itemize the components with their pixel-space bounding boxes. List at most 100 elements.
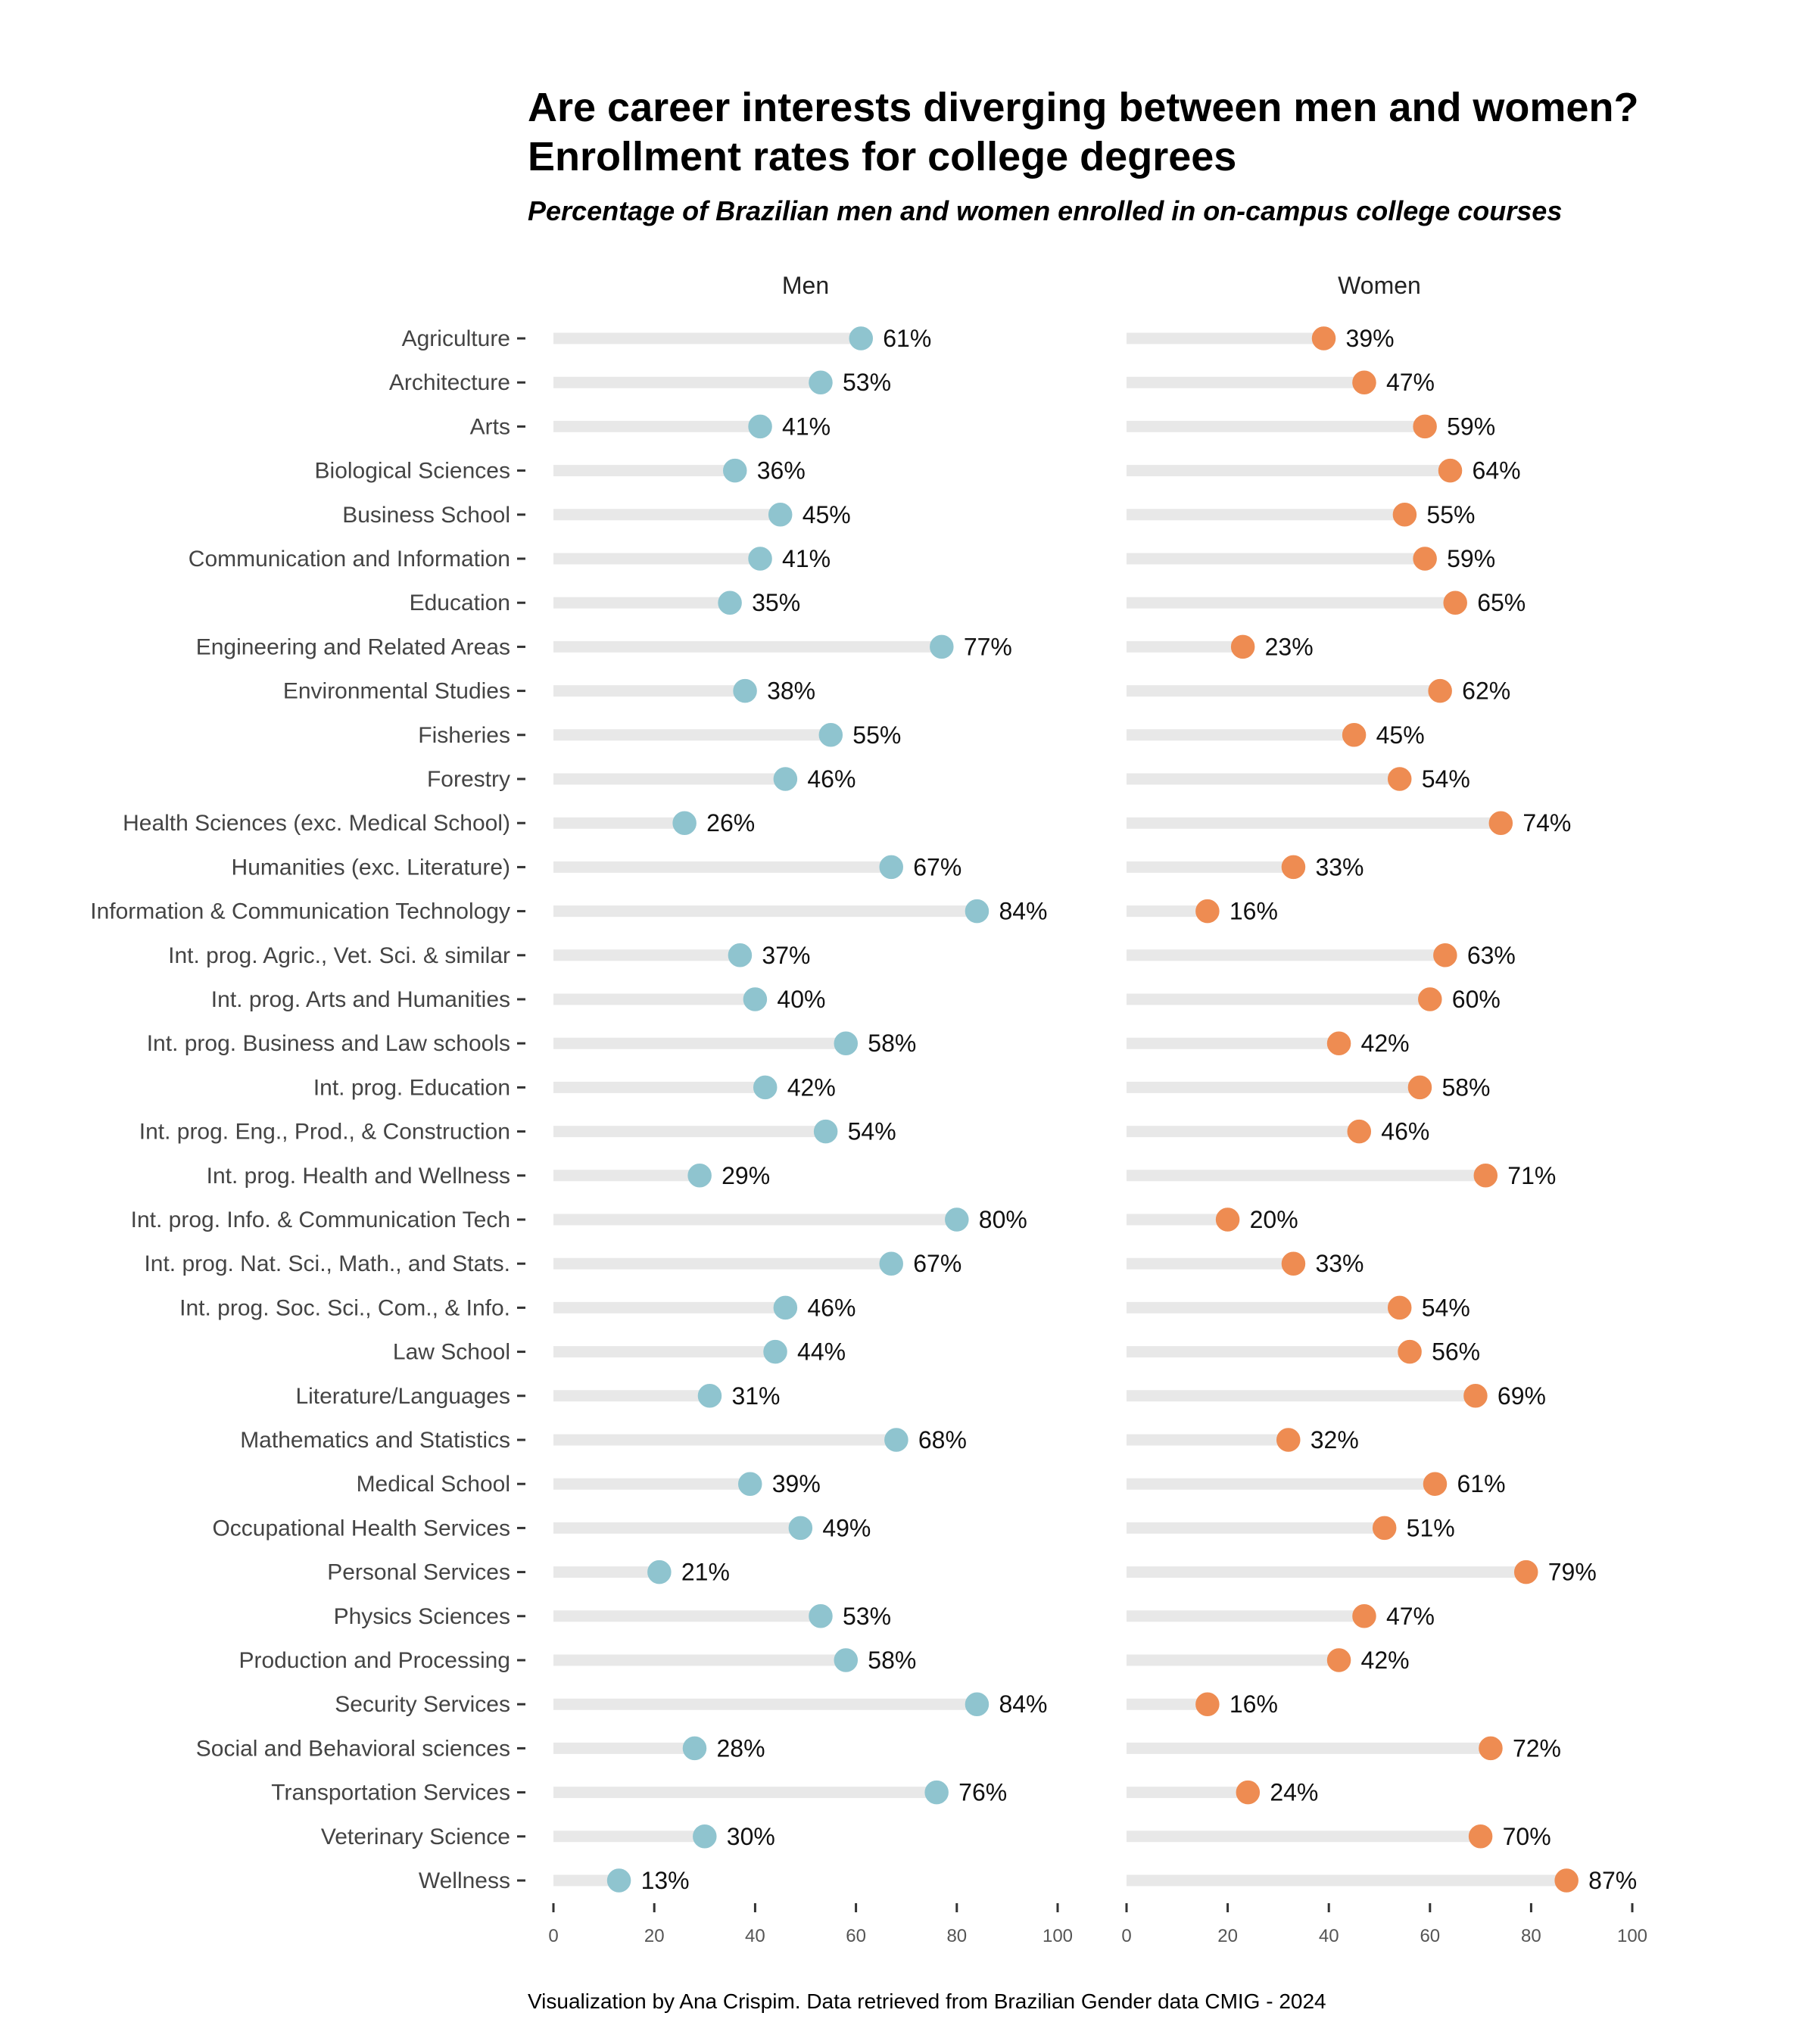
women-value-label-communication-and-information: 59%: [1447, 545, 1495, 572]
men-point-business-school: [768, 503, 793, 527]
women-point-int-prog-education: [1407, 1075, 1432, 1100]
category-label-engineering-and-related-areas: Engineering and Related Areas: [196, 634, 510, 659]
men-value-label-education: 35%: [752, 589, 800, 616]
men-value-label-int-prog-eng-prod-construction: 54%: [848, 1118, 896, 1145]
women-point-law-school: [1398, 1339, 1422, 1364]
men-point-production-and-processing: [834, 1648, 859, 1672]
men-value-label-law-school: 44%: [797, 1338, 846, 1366]
category-label-health-sciences-exc-medical-school: Health Sciences (exc. Medical School): [123, 811, 510, 836]
women-x-tick-label: 80: [1521, 1926, 1541, 1946]
women-value-label-fisheries: 45%: [1376, 721, 1425, 749]
men-value-label-physics-sciences: 53%: [843, 1603, 891, 1630]
women-value-label-production-and-processing: 42%: [1361, 1647, 1410, 1674]
men-value-label-security-services: 84%: [999, 1690, 1047, 1718]
women-point-architecture: [1352, 370, 1376, 394]
men-point-personal-services: [647, 1559, 672, 1584]
category-label-fisheries: Fisheries: [418, 723, 510, 748]
men-point-physics-sciences: [809, 1604, 833, 1628]
men-value-label-biological-sciences: 36%: [757, 457, 806, 485]
men-point-int-prog-nat-sci-math-and-stats: [879, 1251, 903, 1276]
men-value-label-int-prog-arts-and-humanities: 40%: [777, 986, 825, 1013]
category-label-int-prog-nat-sci-math-and-stats: Int. prog. Nat. Sci., Math., and Stats.: [144, 1251, 510, 1276]
men-value-label-int-prog-soc-sci-com-info: 46%: [807, 1294, 856, 1321]
women-value-label-environmental-studies: 62%: [1462, 678, 1510, 705]
men-value-label-int-prog-info-communication-tech: 80%: [979, 1206, 1027, 1233]
category-label-biological-sciences: Biological Sciences: [315, 459, 510, 484]
men-value-label-int-prog-agric-vet-sci-similar: 37%: [762, 942, 810, 969]
women-point-medical-school: [1423, 1472, 1448, 1496]
women-value-label-int-prog-business-and-law-schools: 42%: [1361, 1030, 1410, 1057]
category-label-business-school: Business School: [342, 503, 510, 528]
women-value-label-mathematics-and-statistics: 32%: [1311, 1426, 1359, 1454]
men-value-label-agriculture: 61%: [883, 325, 931, 352]
category-label-medical-school: Medical School: [357, 1472, 510, 1497]
men-value-label-arts: 41%: [782, 413, 831, 440]
category-label-agriculture: Agriculture: [402, 326, 510, 351]
women-point-agriculture: [1311, 326, 1336, 351]
men-x-tick-label: 40: [745, 1926, 765, 1946]
women-point-social-and-behavioral-sciences: [1479, 1736, 1503, 1761]
category-label-veterinary-science: Veterinary Science: [321, 1824, 510, 1849]
women-value-label-wellness: 87%: [1588, 1867, 1637, 1894]
women-point-education: [1443, 590, 1467, 615]
men-x-tick-label: 100: [1043, 1926, 1073, 1946]
category-label-arts: Arts: [470, 414, 510, 439]
chart-title-line1: Are career interests diverging between m…: [528, 85, 1638, 130]
category-label-int-prog-business-and-law-schools: Int. prog. Business and Law schools: [147, 1031, 510, 1056]
women-value-label-security-services: 16%: [1230, 1690, 1278, 1718]
women-value-label-int-prog-eng-prod-construction: 46%: [1381, 1118, 1429, 1145]
men-point-environmental-studies: [733, 678, 757, 703]
men-point-int-prog-info-communication-tech: [945, 1207, 969, 1232]
women-x-tick-label: 100: [1617, 1926, 1647, 1946]
category-label-social-and-behavioral-sciences: Social and Behavioral sciences: [196, 1736, 510, 1761]
men-x-tick-label: 0: [548, 1926, 558, 1946]
women-value-label-int-prog-education: 58%: [1441, 1073, 1490, 1101]
women-point-fisheries: [1342, 723, 1367, 747]
men-point-int-prog-health-and-wellness: [687, 1164, 712, 1188]
men-value-label-occupational-health-services: 49%: [822, 1514, 871, 1541]
category-label-literature-languages: Literature/Languages: [295, 1384, 510, 1409]
men-point-health-sciences-exc-medical-school: [672, 811, 697, 835]
men-value-label-personal-services: 21%: [681, 1559, 730, 1586]
men-point-communication-and-information: [748, 547, 772, 571]
women-point-security-services: [1195, 1692, 1220, 1716]
women-value-label-int-prog-agric-vet-sci-similar: 63%: [1467, 942, 1516, 969]
panel-title-women: Women: [1338, 272, 1421, 299]
women-value-label-transportation-services: 24%: [1270, 1779, 1318, 1806]
men-point-int-prog-agric-vet-sci-similar: [728, 943, 753, 967]
women-value-label-physics-sciences: 47%: [1386, 1603, 1435, 1630]
women-point-int-prog-eng-prod-construction: [1347, 1119, 1372, 1144]
category-label-communication-and-information: Communication and Information: [189, 547, 510, 572]
women-value-label-int-prog-soc-sci-com-info: 54%: [1422, 1294, 1470, 1321]
women-value-label-personal-services: 79%: [1548, 1559, 1597, 1586]
chart-subtitle: Percentage of Brazilian men and women en…: [528, 195, 1562, 226]
women-x-tick-label: 60: [1420, 1926, 1440, 1946]
category-label-law-school: Law School: [393, 1340, 510, 1365]
men-value-label-communication-and-information: 41%: [782, 545, 831, 572]
category-label-education: Education: [410, 590, 510, 615]
men-point-occupational-health-services: [788, 1516, 813, 1541]
women-value-label-int-prog-info-communication-tech: 20%: [1250, 1206, 1298, 1233]
men-value-label-information-communication-technology: 84%: [999, 898, 1047, 925]
category-label-transportation-services: Transportation Services: [271, 1781, 510, 1806]
panel-title-men: Men: [782, 272, 829, 299]
women-value-label-education: 65%: [1477, 589, 1526, 616]
men-value-label-business-school: 45%: [803, 501, 851, 528]
women-point-int-prog-agric-vet-sci-similar: [1433, 943, 1457, 967]
women-value-label-engineering-and-related-areas: 23%: [1265, 633, 1314, 660]
category-label-humanities-exc-literature: Humanities (exc. Literature): [232, 855, 510, 880]
category-label-architecture: Architecture: [389, 370, 510, 395]
women-value-label-humanities-exc-literature: 33%: [1315, 853, 1364, 880]
women-point-transportation-services: [1236, 1780, 1261, 1805]
category-label-physics-sciences: Physics Sciences: [334, 1604, 510, 1629]
men-point-medical-school: [737, 1472, 762, 1496]
category-label-production-and-processing: Production and Processing: [238, 1648, 510, 1673]
women-point-int-prog-arts-and-humanities: [1418, 987, 1442, 1011]
chart-caption: Visualization by Ana Crispim. Data retri…: [528, 1989, 1326, 2013]
category-label-int-prog-eng-prod-construction: Int. prog. Eng., Prod., & Construction: [139, 1120, 510, 1145]
women-point-information-communication-technology: [1195, 899, 1220, 924]
women-value-label-medical-school: 61%: [1457, 1470, 1505, 1497]
men-point-law-school: [763, 1339, 787, 1364]
women-point-occupational-health-services: [1372, 1516, 1397, 1541]
men-point-information-communication-technology: [965, 899, 990, 924]
